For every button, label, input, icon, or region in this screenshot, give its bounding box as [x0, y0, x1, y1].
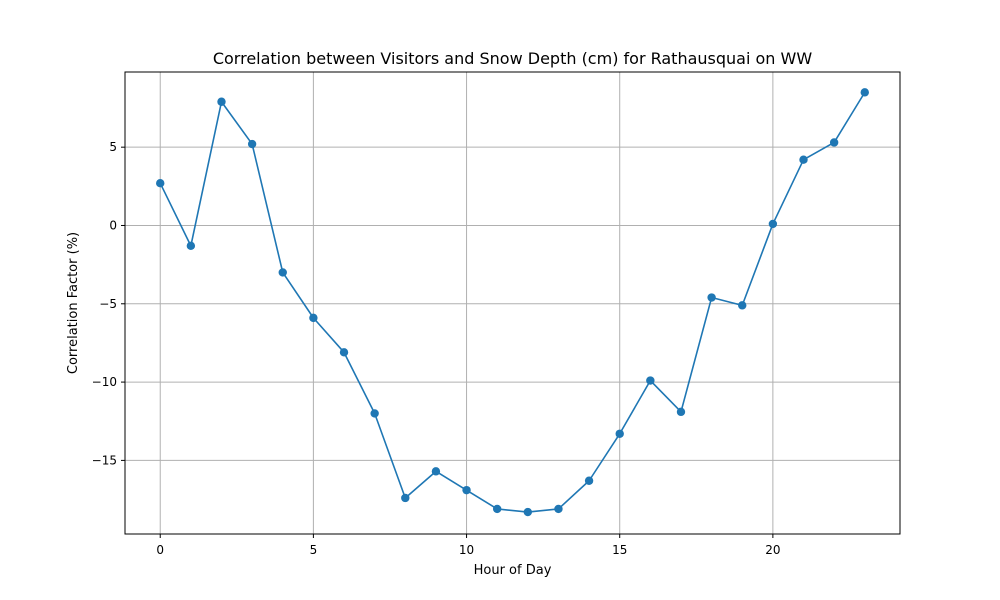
y-tick-label: 5: [109, 140, 117, 154]
x-tick-label: 20: [765, 543, 780, 557]
x-axis-label: Hour of Day: [474, 563, 552, 578]
data-point: [217, 97, 226, 106]
data-point: [339, 348, 349, 357]
ticks-layer: 0 5 10 15 20 −15 −10 −5 0 5: [92, 140, 781, 557]
data-point: [554, 504, 563, 514]
y-tick-label: 0: [109, 218, 117, 232]
y-tick-label: −15: [92, 453, 117, 467]
data-point: [370, 409, 379, 418]
plot-frame: [124, 71, 901, 535]
data-point: [646, 376, 655, 385]
data-point: [278, 268, 287, 277]
x-tick-label: 0: [156, 543, 164, 557]
data-point: [676, 407, 686, 417]
data-point: [584, 476, 594, 485]
series-line: [159, 91, 866, 513]
data-point: [860, 88, 869, 97]
data-point: [768, 219, 778, 229]
data-point: [186, 241, 196, 251]
series-layer: [156, 88, 869, 517]
chart-title: Correlation between Visitors and Snow De…: [213, 49, 813, 68]
x-tick-label: 10: [459, 543, 474, 557]
data-point: [829, 138, 839, 147]
data-point: [615, 429, 624, 438]
data-point: [799, 155, 808, 164]
grid-layer: [125, 72, 900, 534]
data-point: [309, 313, 318, 323]
x-tick-label: 15: [612, 543, 627, 557]
data-point: [401, 493, 410, 503]
data-point: [247, 139, 257, 149]
x-tick-label: 5: [310, 543, 318, 557]
data-point: [523, 507, 533, 517]
data-point: [431, 467, 441, 476]
data-point: [707, 293, 716, 302]
y-axis-label: Correlation Factor (%): [66, 232, 81, 374]
data-point: [462, 485, 471, 495]
data-point: [156, 178, 165, 188]
y-tick-label: −5: [99, 297, 117, 311]
y-tick-label: −10: [92, 375, 117, 389]
data-point: [738, 301, 747, 310]
data-point: [492, 504, 502, 514]
